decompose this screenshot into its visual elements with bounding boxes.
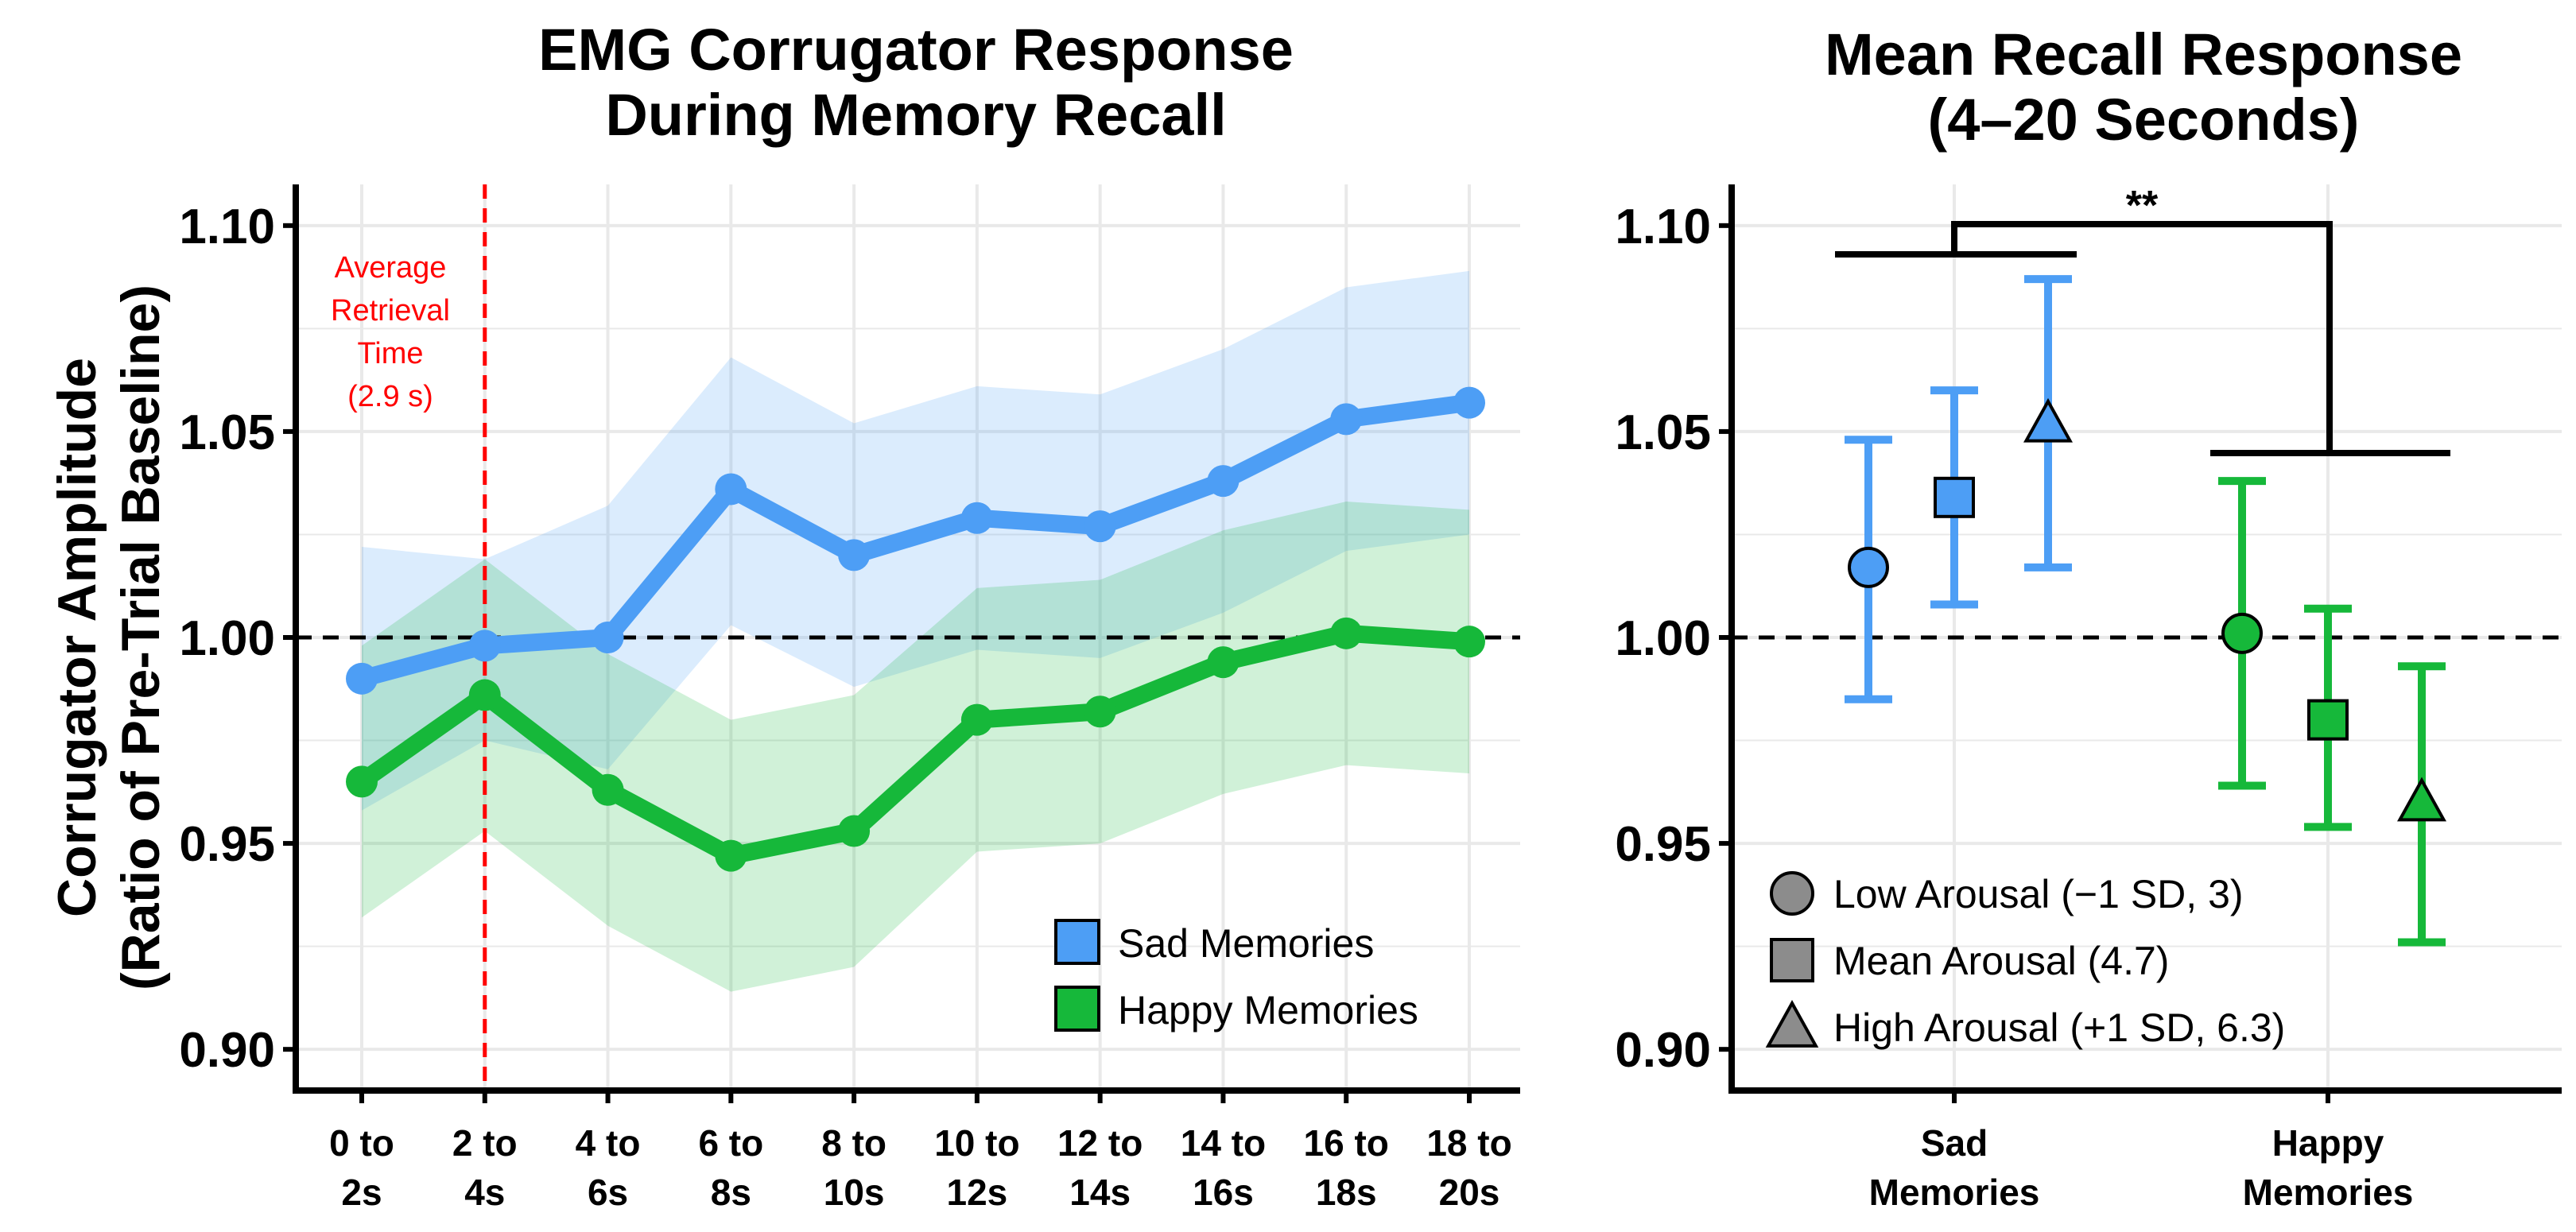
retrieval-time-label: (2.9 s) [347, 380, 433, 413]
left-x-tick-label: 10 to [934, 1122, 1019, 1164]
sad-series-line [353, 393, 1478, 688]
happy-legend-swatch [1054, 986, 1100, 1032]
sad-data-point [1453, 386, 1485, 419]
left-chart-title-line: During Memory Recall [605, 82, 1226, 148]
happy-data-point [468, 679, 501, 711]
left-y-tick-label: 0.95 [179, 817, 275, 872]
left-x-tick-label: 6s [588, 1172, 628, 1213]
sad-data-point [468, 630, 501, 662]
left-y-tick-label: 1.10 [179, 200, 275, 254]
happy-series-line [353, 624, 1478, 865]
retrieval-time-label: Average [335, 251, 447, 285]
sad-data-point [1084, 510, 1116, 543]
left-x-tick-label: 10s [824, 1172, 885, 1213]
happy-circle-point [2221, 612, 2263, 654]
left-x-tick-label: 8 to [821, 1122, 886, 1164]
left-x-tick-label: 2s [341, 1172, 382, 1213]
left-x-tick-label: 8s [711, 1172, 751, 1213]
left-legend-label: Happy Memories [1118, 988, 1418, 1032]
right-chart-title-line: (4–20 Seconds) [1928, 87, 2360, 153]
happy-data-point [960, 703, 993, 736]
legend-circle-symbol [1770, 871, 1814, 916]
left-x-tick-label: 12 to [1057, 1122, 1143, 1164]
left-y-tick-label: 0.90 [179, 1023, 275, 1078]
legend-triangle-symbol [1765, 999, 1819, 1048]
left-x-tick-label: 18s [1316, 1172, 1377, 1213]
left-x-tick-label: 0 to [329, 1122, 394, 1164]
sad-data-point [346, 662, 378, 695]
right-x-tick-label: Memories [2243, 1172, 2414, 1213]
retrieval-time-label: Retrieval [331, 294, 450, 327]
left-x-tick-label: 6 to [698, 1122, 763, 1164]
happy-data-point [1084, 695, 1116, 728]
happy-data-point [838, 815, 871, 847]
right-legend-label: Low Arousal (−1 SD, 3) [1833, 872, 2244, 916]
left-y-axis-label-line: (Ratio of Pre-Trial Baseline) [111, 285, 171, 990]
left-y-axis-label: Corrugator Amplitude (Ratio of Pre-Trial … [47, 285, 171, 990]
left-y-axis-label-line: Corrugator Amplitude [47, 358, 107, 917]
sad-square-point [1934, 476, 1975, 518]
sad-data-point [715, 473, 747, 506]
right-y-tick-label: 1.05 [1615, 405, 1711, 460]
right-legend-label: Mean Arousal (4.7) [1833, 939, 2169, 983]
right-y-tick-label: 0.95 [1615, 817, 1711, 872]
sad-data-point [1330, 403, 1363, 436]
right-x-tick-label: Happy [2272, 1122, 2384, 1164]
right-x-tick-label: Memories [1869, 1172, 2040, 1213]
happy-data-point [346, 765, 378, 798]
right-legend-label: High Arousal (+1 SD, 6.3) [1833, 1005, 2285, 1050]
left-x-tick-label: 20s [1439, 1172, 1500, 1213]
sad-circle-point [1848, 546, 1889, 588]
left-chart-title-line: EMG Corrugator Response [538, 17, 1294, 83]
left-legend-label: Sad Memories [1118, 921, 1374, 966]
left-x-tick-label: 4s [464, 1172, 505, 1213]
retrieval-time-label: Time [357, 337, 423, 370]
legend-square-symbol [1770, 938, 1814, 982]
left-x-tick-label: 14 to [1181, 1122, 1266, 1164]
sad-data-point [592, 622, 624, 653]
left-x-tick-label: 16s [1193, 1172, 1254, 1213]
happy-data-point [1207, 646, 1240, 679]
significance-label: ** [2126, 183, 2159, 229]
right-y-tick-label: 1.10 [1615, 200, 1711, 254]
sad-data-point [838, 539, 871, 571]
mean-recall-panel: Mean Recall Response(4–20 Seconds) ** 0.90… [1615, 21, 2562, 1213]
sad-data-point [1207, 465, 1240, 498]
happy-data-point [592, 773, 624, 806]
right-x-tick-label: Sad [1921, 1122, 1988, 1164]
right-y-tick-label: 1.00 [1615, 611, 1711, 666]
right-chart-title-line: Mean Recall Response [1825, 21, 2462, 87]
left-x-tick-label: 16 to [1304, 1122, 1389, 1164]
happy-confidence-band [362, 502, 1469, 992]
happy-data-point [715, 839, 747, 872]
sad-triangle-point [2023, 397, 2073, 443]
left-x-tick-label: 14s [1069, 1172, 1131, 1213]
happy-data-point [1453, 626, 1485, 658]
left-y-tick-label: 1.05 [179, 405, 275, 460]
sad-data-point [960, 502, 993, 534]
happy-data-point [1330, 617, 1363, 649]
happy-square-point [2307, 699, 2349, 741]
left-x-tick-label: 4 to [576, 1122, 641, 1164]
sad-legend-swatch [1054, 919, 1100, 965]
happy-triangle-point [2397, 777, 2446, 822]
right-y-tick-label: 0.90 [1615, 1023, 1711, 1078]
left-y-tick-label: 1.00 [179, 611, 275, 666]
significance-bracket-lines [1835, 221, 2450, 456]
significance-bracket: ** [1835, 183, 2450, 456]
left-x-tick-label: 2 to [452, 1122, 518, 1164]
left-x-tick-label: 12s [947, 1172, 1008, 1213]
left-x-tick-label: 18 to [1426, 1122, 1511, 1164]
